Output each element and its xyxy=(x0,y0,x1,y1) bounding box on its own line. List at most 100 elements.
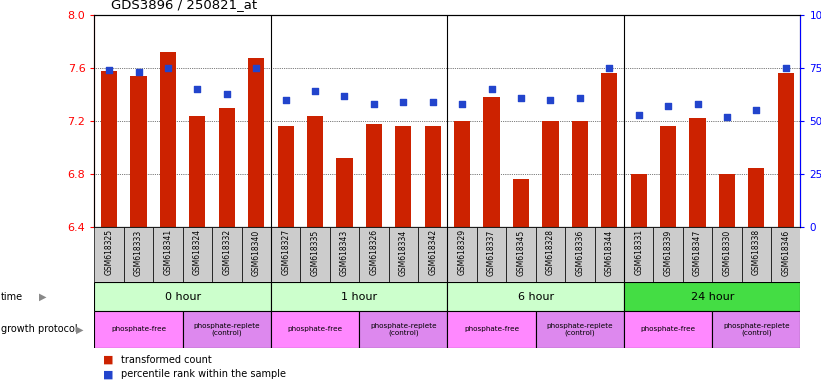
Bar xyxy=(624,311,713,348)
Bar xyxy=(212,227,241,282)
Text: GSM618347: GSM618347 xyxy=(693,229,702,276)
Text: GSM618332: GSM618332 xyxy=(222,229,232,275)
Point xyxy=(103,67,116,73)
Point xyxy=(220,91,233,97)
Bar xyxy=(741,227,771,282)
Bar xyxy=(454,121,470,227)
Text: GSM618331: GSM618331 xyxy=(634,229,643,275)
Bar xyxy=(594,227,624,282)
Bar xyxy=(218,108,235,227)
Text: phosphate-free: phosphate-free xyxy=(111,326,166,332)
Bar xyxy=(447,282,624,311)
Bar xyxy=(337,158,352,227)
Text: 6 hour: 6 hour xyxy=(517,291,554,302)
Text: phosphate-free: phosphate-free xyxy=(640,326,695,332)
Bar xyxy=(131,76,147,227)
Text: ■: ■ xyxy=(103,355,113,365)
Point xyxy=(279,97,292,103)
Bar xyxy=(771,227,800,282)
Point xyxy=(367,101,380,107)
Text: GSM618341: GSM618341 xyxy=(163,229,172,275)
Bar xyxy=(300,227,330,282)
Point xyxy=(338,93,351,99)
Text: GSM618326: GSM618326 xyxy=(369,229,378,275)
Bar xyxy=(277,126,294,227)
Bar xyxy=(183,227,212,282)
Text: GSM618328: GSM618328 xyxy=(546,229,555,275)
Text: growth protocol: growth protocol xyxy=(1,324,77,334)
Text: percentile rank within the sample: percentile rank within the sample xyxy=(121,369,286,379)
Bar xyxy=(484,97,500,227)
Point xyxy=(426,99,439,105)
Text: phosphate-replete
(control): phosphate-replete (control) xyxy=(723,323,790,336)
Text: GSM618339: GSM618339 xyxy=(663,229,672,276)
Point xyxy=(309,88,322,94)
Bar xyxy=(248,58,264,227)
Bar xyxy=(536,311,624,348)
Text: GSM618340: GSM618340 xyxy=(252,229,261,276)
Text: 24 hour: 24 hour xyxy=(690,291,734,302)
Text: GSM618345: GSM618345 xyxy=(516,229,525,276)
Bar xyxy=(565,227,594,282)
Text: GSM618325: GSM618325 xyxy=(104,229,113,275)
Point xyxy=(750,107,763,114)
Bar xyxy=(654,227,683,282)
Point xyxy=(573,95,586,101)
Bar xyxy=(631,174,647,227)
Bar xyxy=(271,282,447,311)
Text: GSM618330: GSM618330 xyxy=(722,229,732,276)
Bar xyxy=(624,282,800,311)
Bar xyxy=(748,169,764,227)
Point xyxy=(250,65,263,71)
Text: GSM618333: GSM618333 xyxy=(134,229,143,276)
Bar xyxy=(190,116,205,227)
Text: GSM618327: GSM618327 xyxy=(281,229,290,275)
Bar xyxy=(160,52,176,227)
Bar xyxy=(447,311,536,348)
Text: GSM618336: GSM618336 xyxy=(576,229,585,276)
Text: ▶: ▶ xyxy=(76,324,84,334)
Text: GSM618343: GSM618343 xyxy=(340,229,349,276)
Bar xyxy=(477,227,507,282)
Bar xyxy=(94,227,124,282)
Text: time: time xyxy=(1,291,23,302)
Point xyxy=(190,86,204,92)
Point xyxy=(456,101,469,107)
Text: GSM618338: GSM618338 xyxy=(752,229,761,275)
Text: GSM618329: GSM618329 xyxy=(457,229,466,275)
Text: 1 hour: 1 hour xyxy=(341,291,378,302)
Bar xyxy=(713,227,741,282)
Bar xyxy=(94,282,271,311)
Bar xyxy=(101,71,117,227)
Text: ▶: ▶ xyxy=(39,291,47,302)
Point xyxy=(544,97,557,103)
Point xyxy=(632,112,645,118)
Text: GDS3896 / 250821_at: GDS3896 / 250821_at xyxy=(111,0,257,12)
Bar xyxy=(513,179,529,227)
Text: transformed count: transformed count xyxy=(121,355,212,365)
Bar xyxy=(536,227,565,282)
Bar xyxy=(183,311,271,348)
Text: GSM618337: GSM618337 xyxy=(487,229,496,276)
Point xyxy=(720,114,733,120)
Bar xyxy=(241,227,271,282)
Bar xyxy=(660,126,677,227)
Text: GSM618342: GSM618342 xyxy=(429,229,438,275)
Bar xyxy=(366,124,382,227)
Point xyxy=(779,65,792,71)
Bar xyxy=(571,121,588,227)
Bar xyxy=(307,116,323,227)
Bar xyxy=(624,227,654,282)
Bar xyxy=(683,227,713,282)
Bar xyxy=(154,227,183,282)
Bar xyxy=(360,227,388,282)
Text: phosphate-free: phosphate-free xyxy=(287,326,342,332)
Bar xyxy=(330,227,360,282)
Point xyxy=(691,101,704,107)
Text: phosphate-free: phosphate-free xyxy=(464,326,519,332)
Bar xyxy=(388,227,418,282)
Bar xyxy=(395,126,411,227)
Bar xyxy=(777,73,794,227)
Text: phosphate-replete
(control): phosphate-replete (control) xyxy=(370,323,437,336)
Bar xyxy=(601,73,617,227)
